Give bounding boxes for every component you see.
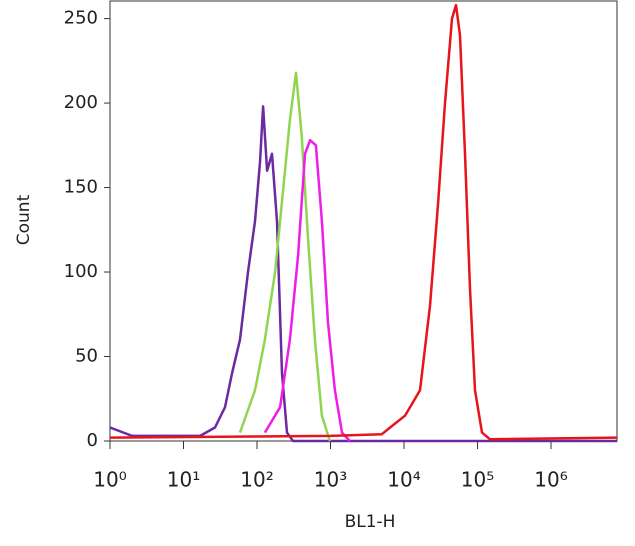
histogram-line [263, 138, 351, 442]
plot-frame [109, 0, 618, 442]
x-tick-label: 10² [240, 468, 273, 492]
histogram-line [109, 3, 618, 441]
y-tick-label: 0 [87, 430, 98, 451]
x-tick-label: 10⁰ [93, 468, 126, 492]
x-tick-label: 10⁵ [461, 468, 494, 492]
y-tick-label: 150 [64, 177, 98, 198]
histogram-line [238, 71, 332, 442]
x-tick-label: 10⁶ [534, 468, 567, 492]
y-tick-label: 100 [64, 261, 98, 282]
x-axis-label: BL1-H [345, 512, 396, 532]
y-tick-label: 200 [64, 92, 98, 113]
x-tick-label: 10⁴ [387, 468, 420, 492]
y-tick-label: 50 [75, 346, 98, 367]
x-tick-label: 10³ [314, 468, 347, 492]
y-axis-label: Count [14, 194, 34, 245]
x-tick-label: 10¹ [167, 468, 200, 492]
y-tick-label: 250 [64, 8, 98, 29]
histogram-line [109, 105, 617, 443]
